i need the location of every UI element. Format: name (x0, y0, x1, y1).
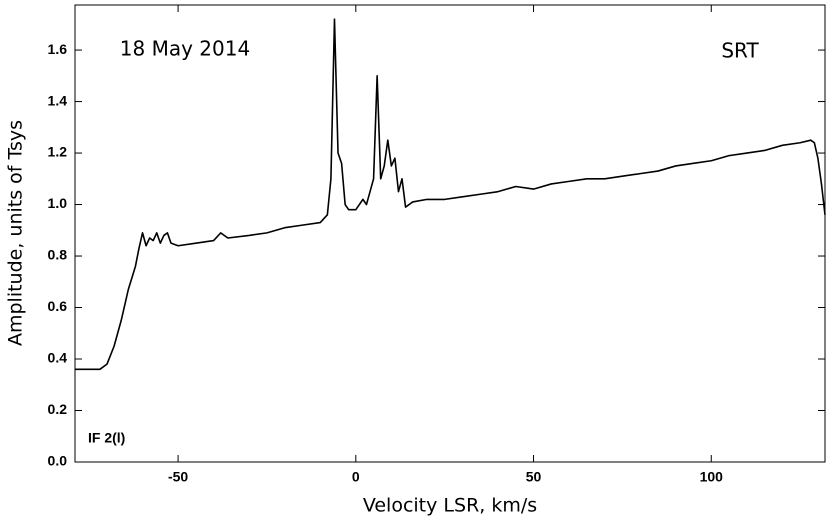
y-tick-label: 1.6 (48, 41, 68, 57)
y-tick-label: 0.0 (48, 453, 68, 469)
y-tick-label: 1.0 (48, 195, 68, 211)
y-tick-label: 0.8 (48, 247, 68, 263)
y-tick-label: 1.2 (48, 144, 68, 160)
y-tick-label: 0.2 (48, 401, 68, 417)
spectrum-line (75, 18, 826, 371)
y-tick-label: 1.4 (48, 92, 68, 108)
date-annotation: 18 May 2014 (120, 37, 250, 61)
x-tick-label: 50 (526, 469, 542, 485)
x-axis-label: Velocity LSR, km/s (363, 495, 537, 517)
y-tick-label: 0.6 (48, 298, 68, 314)
y-axis-label: Amplitude, units of Tsys (5, 120, 27, 346)
telescope-annotation: SRT (721, 39, 759, 63)
x-tick-label: -50 (168, 469, 188, 485)
plot-frame (74, 4, 826, 463)
y-tick-label: 0.4 (48, 350, 68, 366)
x-tick-label: 0 (352, 469, 360, 485)
channel-annotation: IF 2(l) (88, 430, 125, 446)
x-tick-label: 100 (700, 469, 724, 485)
